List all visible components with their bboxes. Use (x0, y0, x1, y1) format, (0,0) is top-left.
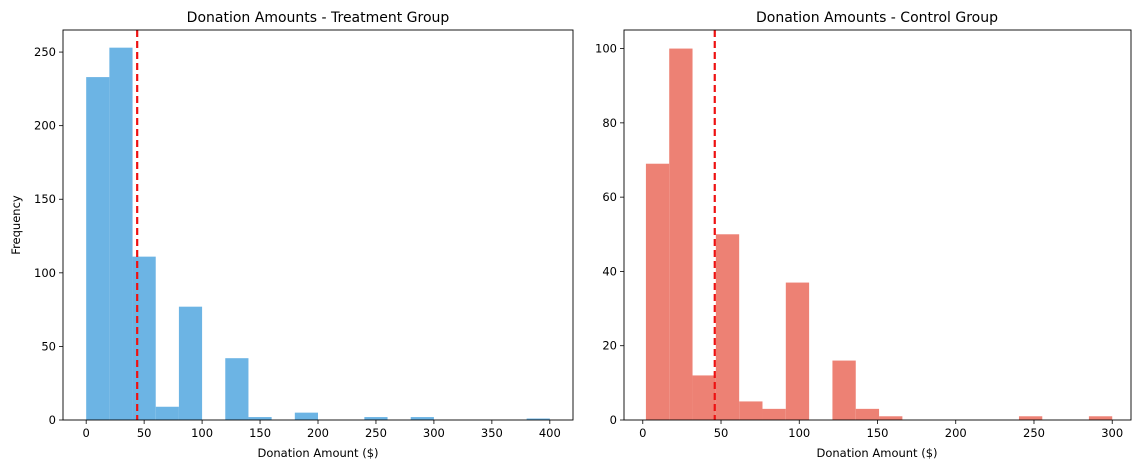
y-tick-label: 0 (49, 413, 56, 427)
x-tick-label: 300 (1101, 426, 1123, 440)
histogram-bar (692, 375, 716, 420)
y-tick-label: 150 (34, 192, 56, 206)
x-tick-label: 150 (249, 426, 271, 440)
histogram-bar (132, 256, 156, 420)
histogram-bar (248, 417, 272, 420)
y-tick-label: 250 (34, 45, 56, 59)
axes-frame (62, 29, 574, 421)
histogram-bar (832, 360, 856, 420)
histogram-bar (739, 401, 763, 420)
x-tick-label: 200 (307, 426, 329, 440)
x-axis-label: Donation Amount ($) (816, 446, 937, 460)
histogram-bar (225, 358, 249, 420)
x-tick-label: 150 (867, 426, 889, 440)
histogram-bar (785, 282, 810, 420)
histogram-bar (178, 306, 203, 420)
control-histogram: Donation Amounts - Control Group 0 50 100 1… (595, 10, 1132, 460)
treatment-histogram: Donation Amounts - Treatment Group 0 50 10… (9, 10, 574, 460)
x-axis-label: Donation Amount ($) (257, 446, 378, 460)
histogram-bar (109, 47, 133, 421)
histogram-bar (86, 77, 110, 421)
axes-frame (623, 29, 1132, 421)
x-tick-label: 400 (539, 426, 561, 440)
histogram-bar (855, 408, 880, 420)
chart-title: Donation Amounts - Control Group (756, 10, 998, 26)
y-tick-label: 40 (602, 264, 617, 278)
histogram-bar (410, 417, 434, 420)
y-tick-label: 200 (34, 119, 56, 133)
x-tick-label: 50 (714, 426, 729, 440)
x-tick-label: 0 (83, 426, 90, 440)
histogram-bar (645, 163, 670, 420)
histogram-bar (294, 412, 318, 420)
histogram-bar (715, 234, 740, 420)
x-tick-label: 200 (945, 426, 967, 440)
chart-title: Donation Amounts - Treatment Group (187, 10, 450, 26)
histogram-bar (669, 48, 693, 420)
x-tick-label: 50 (137, 426, 152, 440)
y-axis-label: Frequency (9, 195, 23, 255)
y-tick-label: 80 (602, 116, 617, 130)
histogram-bar (364, 417, 388, 420)
x-tick-label: 0 (639, 426, 646, 440)
y-tick-label: 50 (41, 339, 56, 353)
y-tick-label: 0 (610, 413, 617, 427)
x-tick-label: 300 (423, 426, 445, 440)
y-tick-label: 100 (595, 42, 617, 56)
plot-area: 0 50 100 150 200 250 300 350 400 0 50 100 150 200 250 (34, 30, 561, 440)
histogram-bar (762, 408, 786, 420)
histogram-bar (155, 406, 179, 420)
x-tick-label: 100 (788, 426, 810, 440)
y-tick-label: 60 (602, 190, 617, 204)
histogram-bar (1018, 416, 1043, 420)
x-tick-label: 350 (481, 426, 503, 440)
x-tick-label: 250 (365, 426, 387, 440)
histogram-bar (526, 418, 550, 420)
x-tick-label: 100 (191, 426, 213, 440)
x-tick-label: 250 (1023, 426, 1045, 440)
histogram-bar (879, 416, 903, 420)
y-tick-label: 20 (602, 339, 617, 353)
y-tick-label: 100 (34, 266, 56, 280)
histogram-bar (1088, 416, 1113, 420)
plot-area: 0 50 100 150 200 250 300 0 20 40 60 80 100 (595, 30, 1123, 440)
